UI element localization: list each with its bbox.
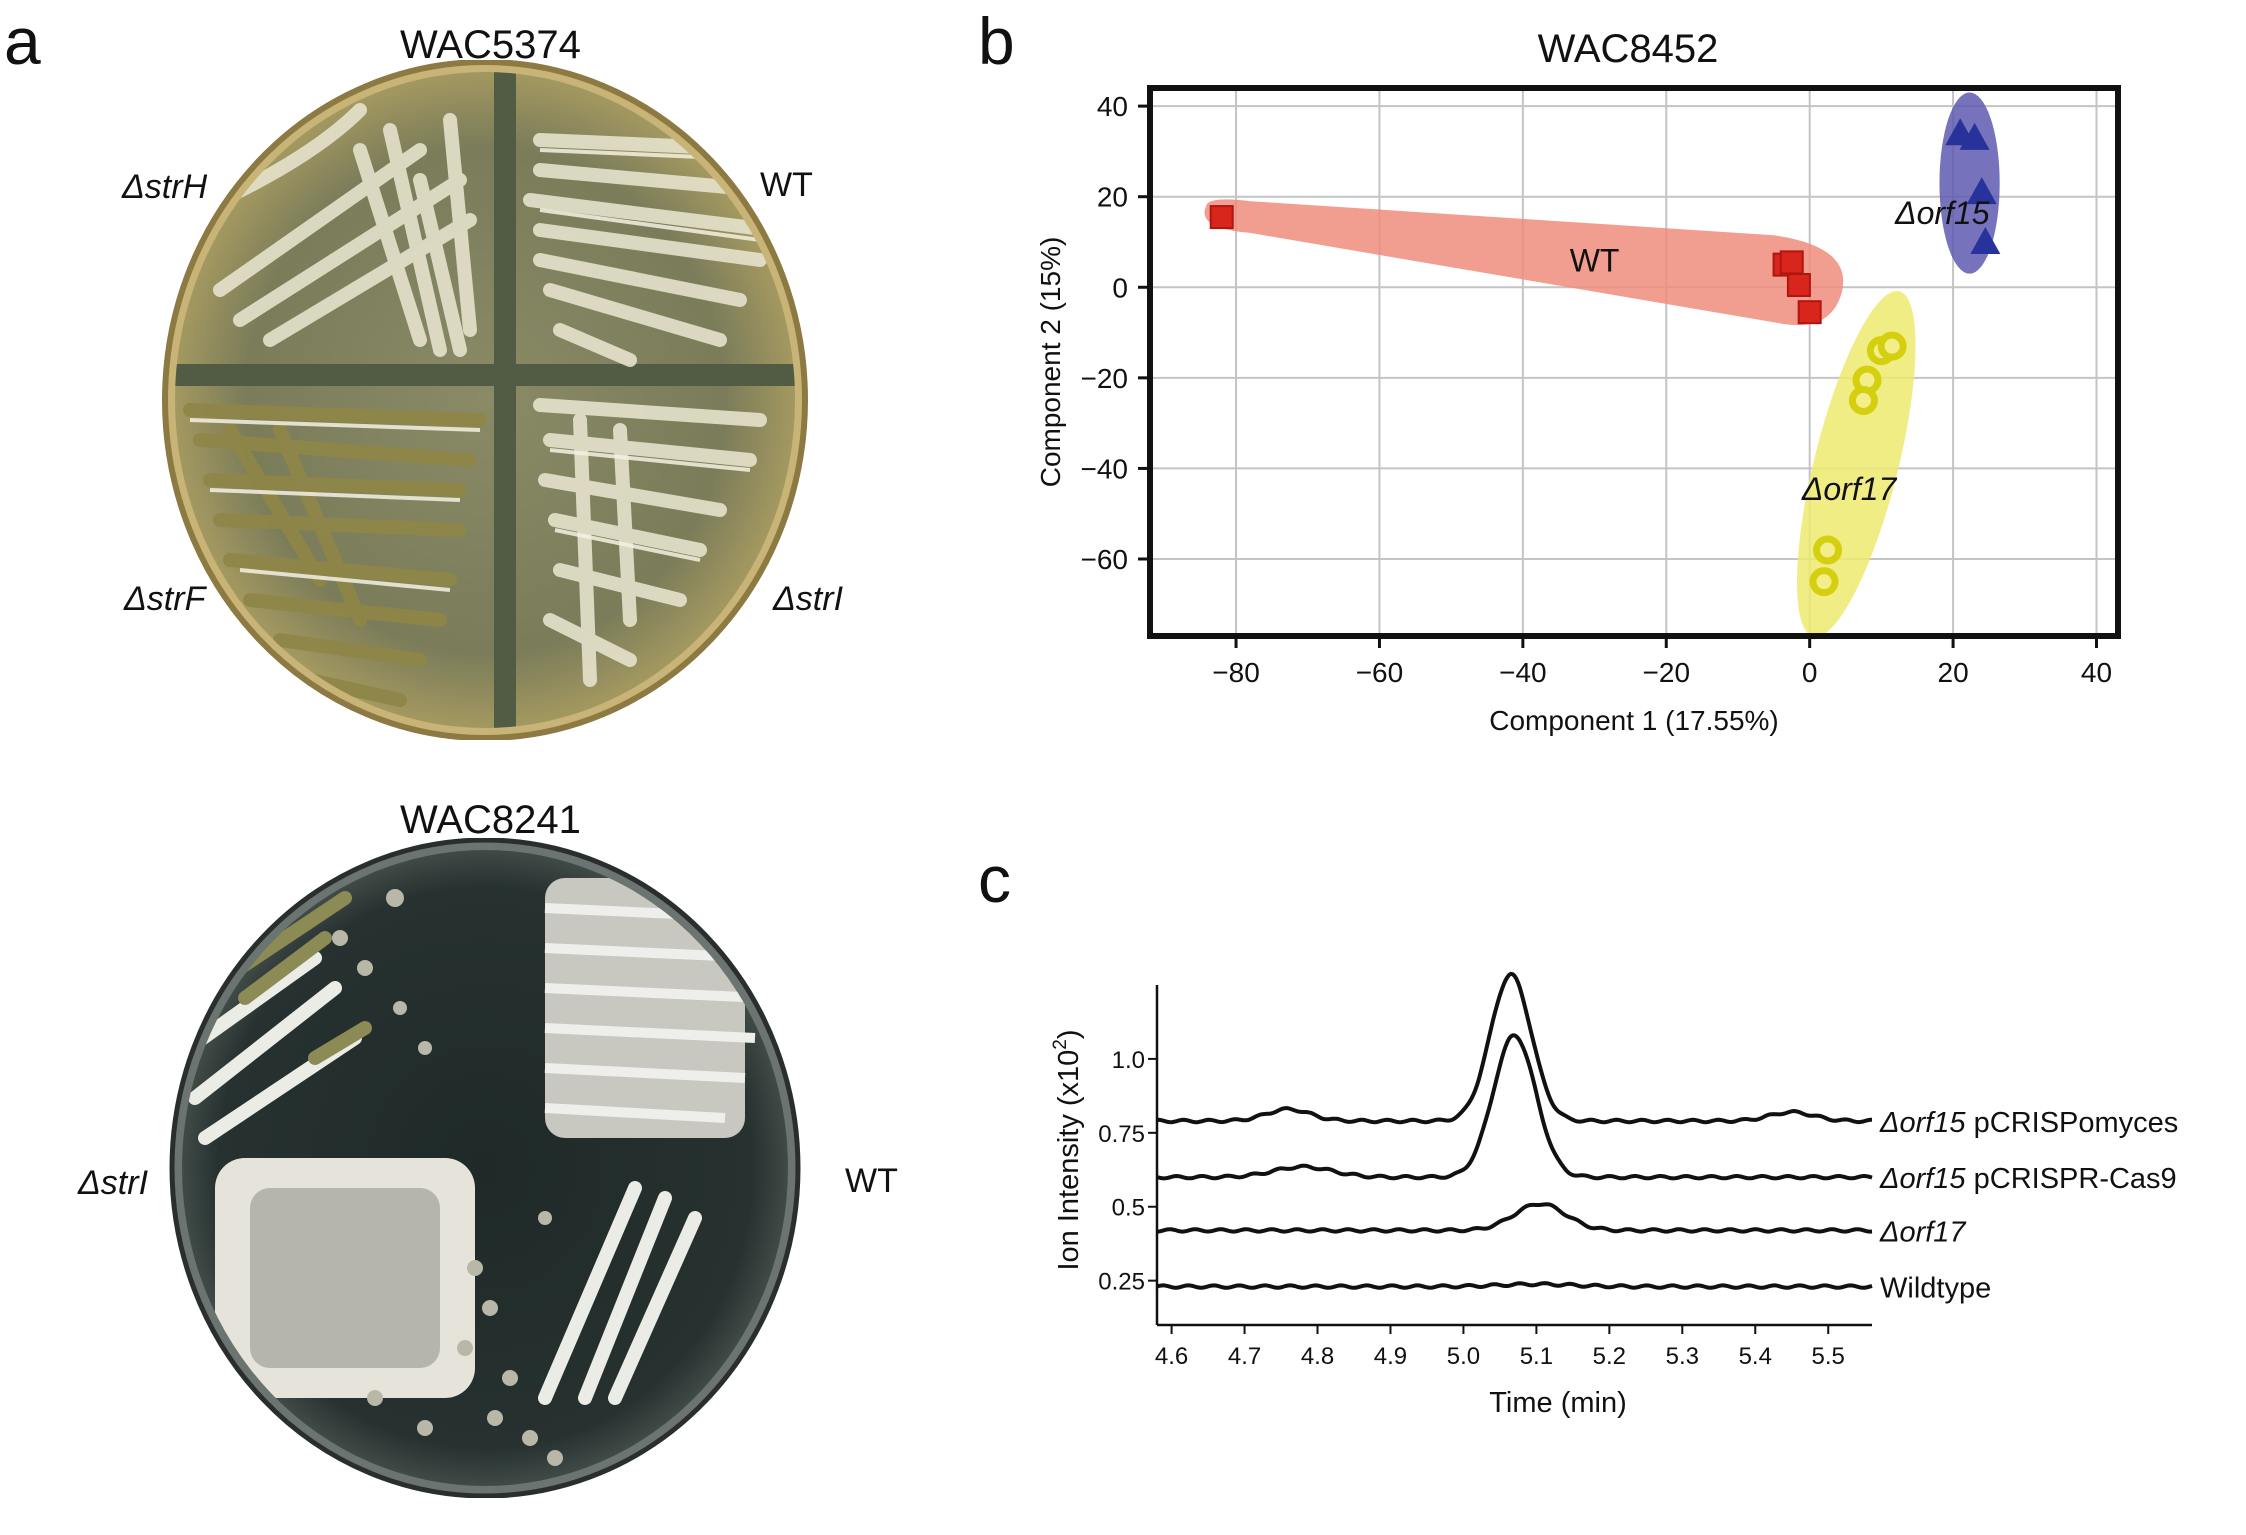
plate1-label-wt: WT <box>760 166 813 204</box>
chromatogram-trace-labels: Δorf15 pCRISPomyces Δorf15 pCRISPR-Cas9 Δo… <box>1879 1107 2178 1305</box>
plate1-title: WAC5374 <box>400 23 581 67</box>
pca-y-tick-label: −40 <box>1081 453 1129 484</box>
panel-a-label: a <box>4 4 41 78</box>
chromatogram-x-tick-label: 4.8 <box>1301 1343 1334 1370</box>
chromatogram-trace-label: Δorf17 <box>1879 1216 1967 1248</box>
chromatogram-trace <box>1156 971 1872 1125</box>
pca-point-orf17 <box>1877 331 1907 361</box>
chromatogram-x-tick-label: 5.4 <box>1739 1343 1772 1370</box>
pca-point-orf15 <box>1970 226 2001 254</box>
chromatogram-trace <box>1156 1202 1873 1234</box>
plate2-title: WAC8241 <box>400 798 581 842</box>
pca-points <box>1209 118 2001 597</box>
pca-label-orf15: Δorf15 <box>1894 195 1990 231</box>
chromatogram-trace-label: Δorf15 pCRISPomyces <box>1879 1107 2178 1139</box>
plate2-photo <box>169 838 801 1498</box>
pca-title: WAC8452 <box>1538 27 1719 71</box>
pca-point-orf15 <box>1966 177 1997 205</box>
chromatogram-trace <box>1156 1033 1873 1181</box>
pca-point-wt <box>1779 250 1804 275</box>
plate2-label-delta-strI: ΔstrI <box>78 1164 149 1202</box>
chromatogram-x-tick-label: 4.6 <box>1155 1343 1188 1370</box>
chromatogram-y-tick-label: 0.25 <box>1098 1269 1145 1296</box>
pca-x-tick-label: −40 <box>1499 657 1547 688</box>
pca-cluster-wt <box>1204 199 1844 326</box>
plate1-label-delta-strI: ΔstrI <box>773 580 844 618</box>
chromatogram-y-axis-label: Ion Intensity (x102) <box>1050 1029 1085 1270</box>
pca-point-orf17 <box>1848 385 1878 415</box>
pca-label-orf17: Δorf17 <box>1801 471 1898 507</box>
chromatogram-chart: 4.6 4.7 4.8 4.9 5.0 5.1 5.2 5.3 5.4 5.5 0.25 0.5 0.7… <box>1050 971 2178 1419</box>
chromatogram-x-tick-label: 5.3 <box>1666 1343 1699 1370</box>
pca-y-tick-label: 20 <box>1097 182 1128 213</box>
plate1-photo <box>162 60 808 740</box>
chromatogram-trace-label: Δorf15 pCRISPR-Cas9 <box>1879 1163 2177 1195</box>
pca-point-wt <box>1786 273 1811 298</box>
chromatogram-x-tick-label: 5.1 <box>1520 1343 1553 1370</box>
pca-x-axis-label: Component 1 (17.55%) <box>1489 705 1779 736</box>
chromatogram-y-tick-label: 0.5 <box>1112 1195 1145 1222</box>
plate1-label-delta-strH: ΔstrH <box>122 168 208 206</box>
pca-y-tick-label: 0 <box>1112 272 1128 303</box>
chromatogram-x-tick-label: 5.2 <box>1593 1343 1626 1370</box>
pca-label-wt: WT <box>1570 242 1620 278</box>
chromatogram-y-tick-label: 1.0 <box>1112 1047 1145 1074</box>
pca-axes: −80 −60 −40 −20 0 20 40 40 20 0 −20 −40 −60 <box>1081 91 2113 688</box>
pca-x-tick-label: 0 <box>1802 657 1818 688</box>
pca-point-wt <box>1797 300 1822 325</box>
chromatogram-y-tick-label: 0.75 <box>1098 1121 1145 1148</box>
pca-frame <box>1147 85 2121 639</box>
pca-point-wt <box>1209 205 1234 230</box>
chromatogram-x-tick-label: 5.0 <box>1447 1343 1480 1370</box>
chromatogram-x-axis-label: Time (min) <box>1489 1387 1626 1419</box>
chromatogram-x-tick-label: 5.5 <box>1812 1343 1845 1370</box>
pca-point-orf15 <box>1959 122 1990 150</box>
pca-y-tick-label: −60 <box>1081 544 1129 575</box>
pca-y-axis-label: Component 2 (15%) <box>1035 237 1066 488</box>
pca-point-orf17 <box>1813 535 1843 565</box>
pca-clusters <box>1204 92 2000 637</box>
pca-x-tick-label: −80 <box>1212 657 1260 688</box>
pca-cluster-orf17 <box>1796 290 1916 637</box>
panel-b-label: b <box>978 4 1015 78</box>
chromatogram-axes: 4.6 4.7 4.8 4.9 5.0 5.1 5.2 5.3 5.4 5.5 0.25 0.5 0.7… <box>1098 985 1872 1370</box>
panel-c-label: c <box>978 842 1011 916</box>
pca-x-tick-label: 20 <box>1938 657 1969 688</box>
chromatogram-x-tick-label: 4.7 <box>1228 1343 1261 1370</box>
pca-x-tick-label: −20 <box>1643 657 1691 688</box>
pca-cluster-labels: WT Δorf15 Δorf17 <box>1570 195 1990 507</box>
pca-chart: WAC8452 WT Δorf15 Δorf17 −80 −60 −40 −20 0 20 40… <box>1035 27 2121 736</box>
plate1-label-delta-strF: ΔstrF <box>124 580 206 618</box>
pca-x-tick-label: 40 <box>2081 657 2112 688</box>
chromatogram-traces <box>1156 971 1873 1290</box>
plate2-label-wt: WT <box>845 1162 898 1200</box>
pca-y-tick-label: −20 <box>1081 363 1129 394</box>
pca-point-orf17 <box>1809 567 1839 597</box>
chromatogram-x-tick-label: 4.9 <box>1374 1343 1407 1370</box>
chromatogram-trace-label: Wildtype <box>1880 1273 1991 1305</box>
pca-y-tick-label: 40 <box>1097 91 1128 122</box>
pca-x-tick-label: −60 <box>1356 657 1404 688</box>
chromatogram-trace <box>1156 1281 1873 1290</box>
